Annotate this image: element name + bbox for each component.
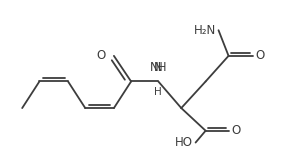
Text: O: O bbox=[232, 124, 241, 137]
Text: O: O bbox=[256, 49, 265, 62]
Text: NH: NH bbox=[149, 61, 167, 74]
Text: HO: HO bbox=[175, 136, 193, 149]
Text: N: N bbox=[154, 61, 163, 74]
Text: H₂N: H₂N bbox=[194, 24, 216, 37]
Text: O: O bbox=[96, 49, 105, 62]
Text: H: H bbox=[154, 87, 162, 97]
